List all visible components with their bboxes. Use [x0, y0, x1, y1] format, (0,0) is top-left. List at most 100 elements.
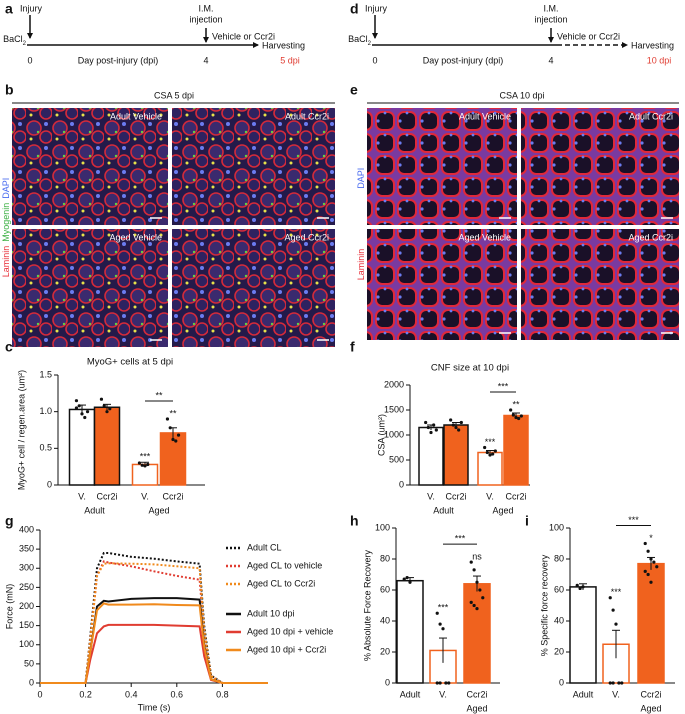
y-tick-label: 1.0 [39, 406, 52, 416]
legend-label: Aged CL to Ccr2i [247, 578, 315, 588]
significance: *** [485, 437, 496, 447]
legend-label: Adult 10 dpi [247, 608, 295, 618]
stain-name: Myogenin [1, 203, 11, 242]
data-point [441, 627, 445, 631]
micrograph [172, 229, 335, 347]
x-axis-label: Time (s) [138, 702, 171, 712]
x-tick-label: Ccr2i [445, 491, 466, 501]
panel-letter: b [5, 82, 14, 98]
y-tick-label: 1000 [384, 429, 404, 439]
x-tick-label: V. [612, 689, 620, 699]
y-tick-label: 100 [549, 522, 564, 532]
x-tick-label: V. [486, 491, 494, 501]
x-tick-label: V. [78, 491, 86, 501]
injection-label: I.M. [199, 3, 214, 13]
stain-legend: Laminin DAPI [356, 168, 366, 281]
y-tick-label: 350 [19, 544, 34, 554]
bar [93, 406, 121, 486]
data-point [140, 463, 144, 467]
chart-title: MyoG+ cells at 5 dpi [87, 357, 173, 368]
error-bar [612, 629, 620, 659]
data-point [102, 404, 106, 408]
y-tick-label: 20 [554, 646, 564, 656]
legend-label: Aged CL to vehicle [247, 560, 322, 570]
endpoint-label: 5 dpi [280, 55, 300, 65]
y-tick-label: 0 [47, 479, 52, 489]
data-point [74, 406, 79, 410]
data-point [457, 428, 461, 432]
x-tick-label: Ccr2i [96, 491, 117, 501]
injection-day: 4 [548, 55, 553, 65]
data-point [449, 418, 453, 422]
data-point [435, 681, 439, 685]
x-tick-label: 0.8 [216, 689, 229, 699]
micrograph-label: Adult Vehicle [459, 111, 511, 121]
data-point [447, 681, 451, 685]
data-point [491, 452, 495, 456]
data-point [652, 560, 656, 564]
y-tick-label: 0 [29, 677, 34, 687]
data-point [146, 462, 150, 467]
data-point [105, 410, 109, 414]
data-point [426, 425, 430, 430]
data-point [614, 622, 618, 626]
stain-name: Laminin [356, 249, 366, 281]
micrograph [367, 229, 517, 340]
data-point [402, 577, 406, 581]
data-point [74, 399, 79, 403]
panel-letter: d [350, 1, 359, 17]
injection-label: I.M. [544, 3, 559, 13]
y-tick-label: 400 [19, 524, 34, 534]
micrograph [521, 108, 679, 225]
y-axis-label: % Specific force recovery [539, 554, 549, 656]
x-tick-label: 0 [37, 689, 42, 699]
bar [159, 432, 187, 486]
x-tick-label: Adult [573, 689, 594, 699]
data-point [444, 681, 448, 685]
bracket-label: *** [498, 381, 509, 391]
start-day: 0 [372, 55, 377, 65]
y-tick-label: 0 [559, 677, 564, 687]
data-point [438, 622, 442, 626]
micrograph-label: Aged Vehicle [109, 232, 162, 242]
data-point [99, 397, 104, 401]
y-tick-label: 100 [375, 522, 390, 532]
y-tick-label: 1.5 [39, 369, 52, 379]
x-tick-label: Ccr2i [466, 689, 487, 699]
data-point [469, 560, 473, 564]
y-tick-label: 60 [554, 584, 564, 594]
bar [463, 583, 491, 684]
stain-legend: Laminin Myogenin DAPI [1, 178, 11, 278]
data-point [493, 449, 497, 453]
data-point [608, 681, 612, 685]
axis-label: Day post-injury (dpi) [423, 55, 504, 65]
data-point [408, 580, 412, 584]
panel-letter: e [350, 82, 358, 98]
data-point [578, 586, 582, 591]
data-point [488, 453, 492, 457]
significance: *** [140, 452, 151, 462]
injury-label: Injury [20, 3, 43, 13]
panel-letter: f [350, 339, 355, 355]
treatment-label: Vehicle or Ccr2i [212, 31, 275, 41]
micrograph-label: Aged Ccr2i [284, 232, 329, 242]
data-point [646, 549, 650, 553]
injury-label: Injury [365, 3, 388, 13]
data-point [168, 426, 172, 430]
x-tick-label: 0.6 [171, 689, 184, 699]
data-point [472, 603, 476, 608]
legend-label: Adult CL [247, 542, 282, 552]
agent-label: BaCl2 [348, 34, 372, 46]
data-point [451, 423, 455, 427]
micrograph [12, 108, 168, 225]
data-point [171, 437, 175, 442]
data-point [469, 600, 473, 605]
data-point [143, 464, 147, 468]
data-point [83, 415, 87, 420]
treatment-label: Vehicle or Ccr2i [557, 31, 620, 41]
bracket-label: *** [455, 533, 466, 543]
panel-letter: i [525, 513, 529, 529]
data-point [174, 439, 178, 443]
agent-subscript: 2 [23, 41, 27, 47]
data-point [511, 413, 515, 417]
